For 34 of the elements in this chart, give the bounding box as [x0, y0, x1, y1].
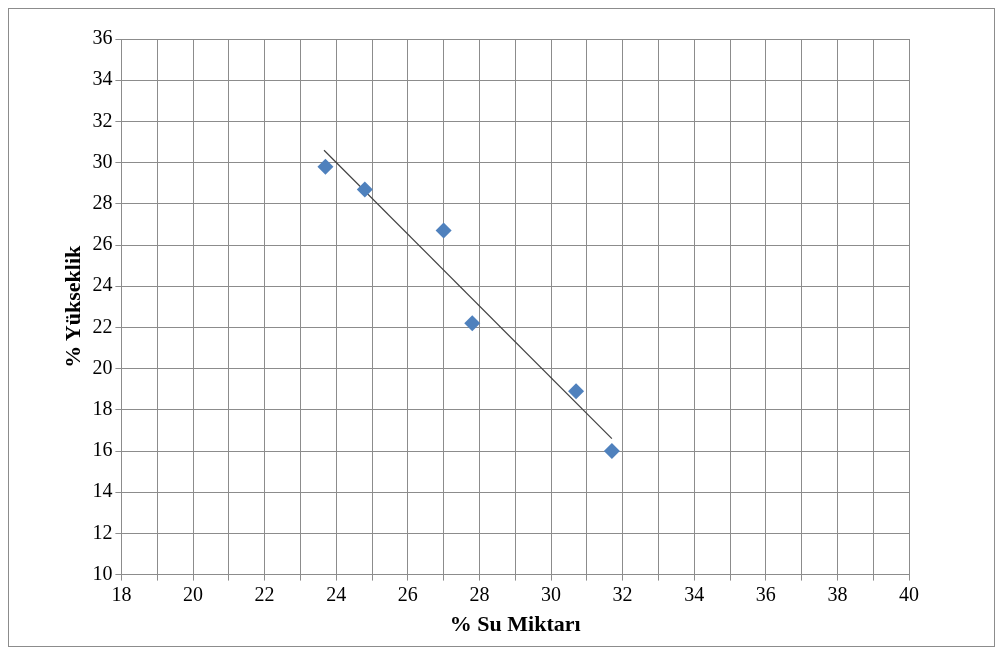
y-tick-label: 26 — [92, 232, 113, 255]
point — [356, 181, 373, 198]
y-tick-label: 32 — [92, 108, 113, 131]
point — [603, 443, 620, 459]
y-tick-label: 36 — [92, 26, 113, 49]
x-tick-label: 26 — [397, 582, 418, 605]
x-tick-label: 40 — [899, 582, 919, 605]
x-axis-title: % Su Miktarı — [449, 611, 581, 637]
x-tick-label: 38 — [827, 582, 848, 605]
y-tick-label: 12 — [92, 520, 113, 543]
x-tick-label: 34 — [684, 582, 705, 605]
x-tick-label: 32 — [612, 582, 633, 605]
x-tick-label: 22 — [254, 582, 275, 605]
point — [317, 158, 334, 175]
y-tick-label: 34 — [92, 67, 113, 90]
y-tick-label: 30 — [92, 149, 113, 172]
x-tick-label: 18 — [111, 582, 132, 605]
x-tick-label: 20 — [183, 582, 203, 605]
x-tick-label: 24 — [326, 582, 347, 605]
point — [568, 383, 585, 400]
y-tick-label: 14 — [92, 479, 113, 502]
y-tick-label: 24 — [92, 273, 113, 296]
y-axis-title: % Yükseklik — [59, 245, 85, 368]
x-tick-label: 36 — [755, 582, 776, 605]
y-tick-label: 28 — [92, 191, 113, 214]
y-tick-label: 18 — [92, 397, 113, 420]
point — [464, 315, 481, 332]
x-tick-label: 30 — [541, 582, 561, 605]
y-tick-label: 10 — [92, 561, 113, 584]
y-tick-label: 16 — [92, 438, 113, 461]
y-tick-label: 22 — [92, 314, 113, 337]
x-tick-label: 28 — [469, 582, 490, 605]
point — [435, 222, 452, 239]
y-tick-label: 20 — [92, 355, 113, 378]
